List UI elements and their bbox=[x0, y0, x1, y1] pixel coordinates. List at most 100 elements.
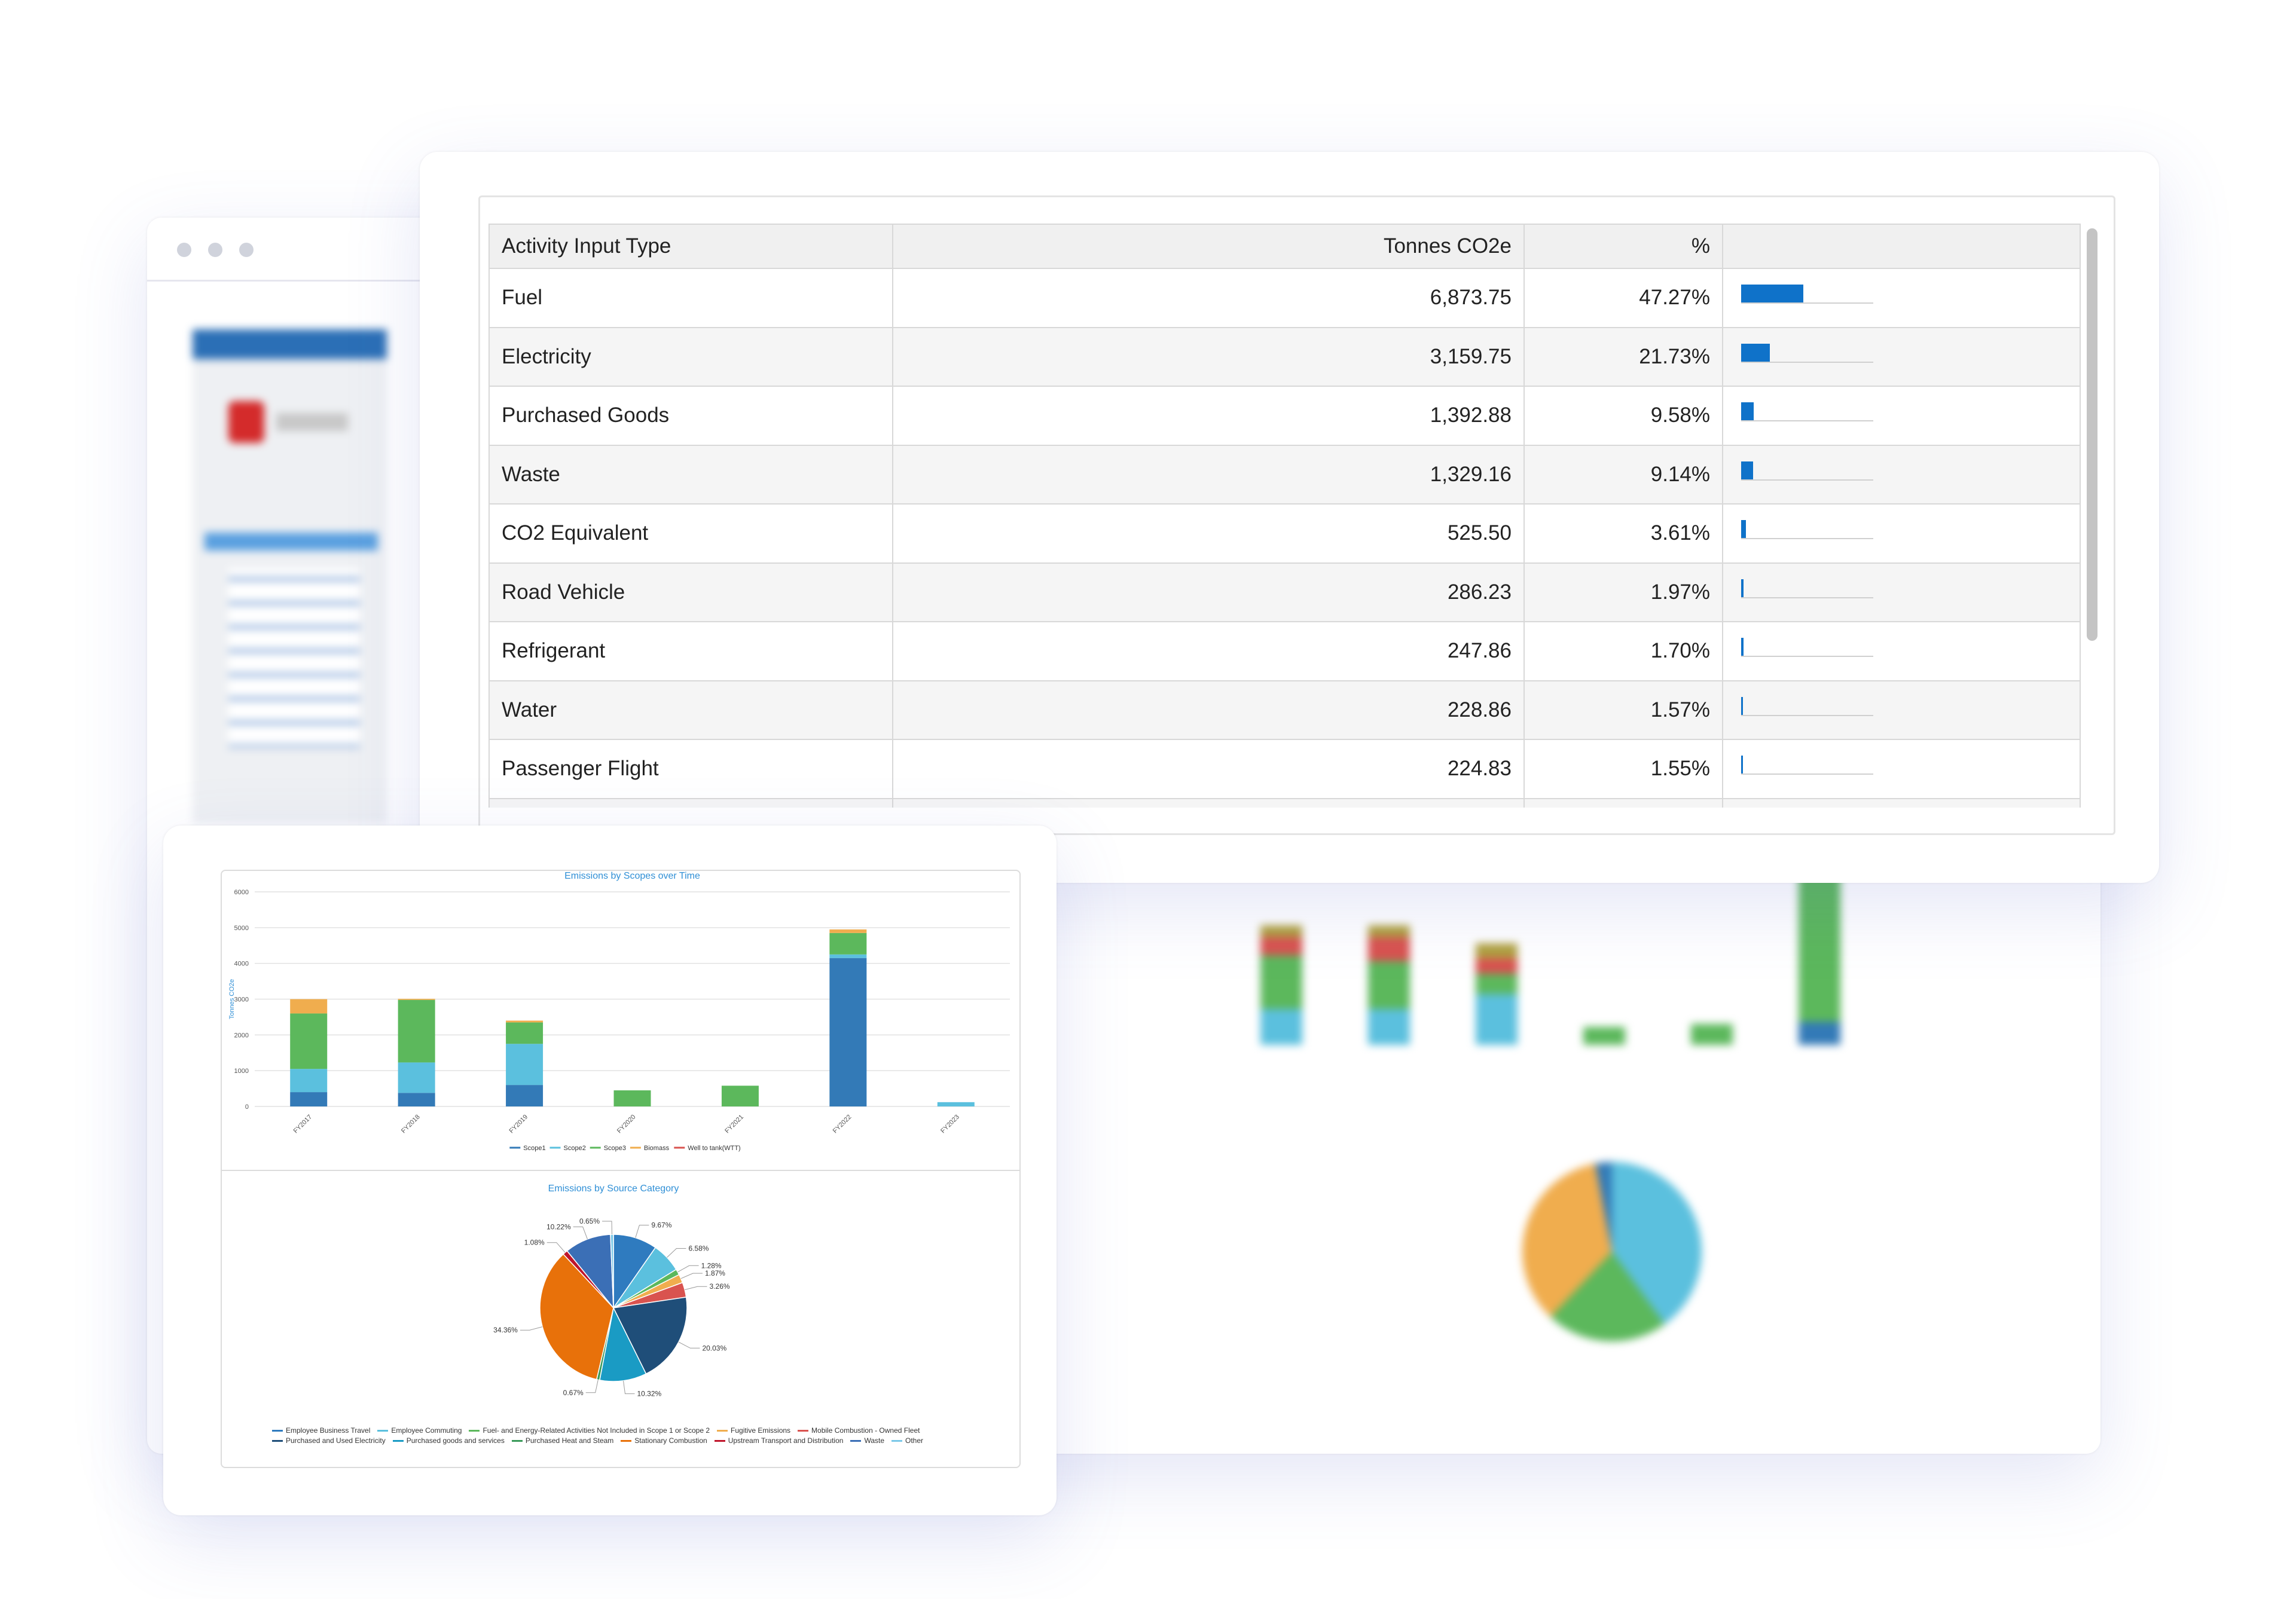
x-tick-label: FY2023 bbox=[939, 1114, 961, 1135]
legend-label: Purchased goods and services bbox=[406, 1436, 505, 1445]
column-header: % bbox=[1525, 225, 1723, 269]
blur-bar bbox=[1583, 1027, 1625, 1045]
y-tick-label: 4000 bbox=[234, 961, 249, 968]
slice-label: 1.08% bbox=[524, 1239, 545, 1247]
activity-type: Road Vehicle bbox=[490, 563, 893, 622]
legend-swatch bbox=[511, 1439, 523, 1442]
tonnes: 286.23 bbox=[893, 563, 1525, 622]
bar-segment bbox=[398, 999, 435, 1063]
percent-bar-cell bbox=[1723, 681, 2081, 740]
bar-segment bbox=[506, 1022, 544, 1044]
label-leader bbox=[635, 1225, 649, 1238]
x-tick-label: FY2018 bbox=[400, 1114, 422, 1135]
bar-segment bbox=[721, 1086, 759, 1106]
slice-label: 1.87% bbox=[705, 1269, 725, 1277]
legend-label: Upstream Transport and Distribution bbox=[728, 1436, 844, 1445]
pie-slice bbox=[613, 1234, 657, 1310]
bar-segment bbox=[290, 1092, 328, 1106]
legend-label: Scope3 bbox=[604, 1145, 626, 1152]
bar-segment bbox=[829, 929, 867, 933]
legend-label: Fugitive Emissions bbox=[731, 1426, 791, 1435]
percent-track bbox=[1741, 756, 1873, 775]
percent-bar-cell bbox=[1723, 328, 2081, 387]
table-frame bbox=[478, 195, 2115, 835]
x-tick-label: FY2021 bbox=[723, 1114, 745, 1135]
bar-segment bbox=[290, 999, 328, 1014]
legend-label: Mobile Combustion - Owned Fleet bbox=[811, 1426, 920, 1435]
bar-segment bbox=[398, 998, 435, 1000]
percent-bar-cell bbox=[1723, 505, 2081, 564]
bar-segment bbox=[829, 958, 867, 1106]
percent-bar bbox=[1741, 520, 1746, 538]
percent: 1.55% bbox=[1525, 740, 1723, 799]
sidebar-header bbox=[193, 329, 387, 359]
y-tick-label: 2000 bbox=[234, 1032, 249, 1039]
legend-swatch bbox=[377, 1429, 389, 1432]
blurred-bar-chart bbox=[1207, 854, 1996, 1111]
activity-type: Passenger Flight bbox=[490, 740, 893, 799]
column-header: Tonnes CO2e bbox=[893, 225, 1525, 269]
activity-type: Fuel bbox=[490, 269, 893, 328]
column-header: Activity Input Type bbox=[490, 225, 893, 269]
bar-segment bbox=[613, 1090, 651, 1106]
percent-bar bbox=[1741, 285, 1804, 302]
y-tick-label: 6000 bbox=[234, 889, 249, 896]
legend-swatch bbox=[272, 1429, 283, 1432]
bar-segment bbox=[506, 1085, 544, 1106]
percent bbox=[1525, 799, 1723, 808]
logo bbox=[228, 401, 264, 443]
percent: 47.27% bbox=[1525, 269, 1723, 328]
blur-bar bbox=[1260, 925, 1302, 1045]
percent: 3.61% bbox=[1525, 505, 1723, 564]
percent-track bbox=[1741, 696, 1873, 716]
legend-label: Employee Commuting bbox=[391, 1426, 462, 1435]
percent-bar-cell bbox=[1723, 445, 2081, 505]
pie-slice bbox=[612, 1297, 688, 1375]
legend-label: Purchased Heat and Steam bbox=[525, 1436, 614, 1445]
percent-bar-cell bbox=[1723, 740, 2081, 799]
tonnes: 6,873.75 bbox=[893, 269, 1525, 328]
window-dot bbox=[208, 243, 222, 257]
tonnes: 228.86 bbox=[893, 681, 1525, 740]
label-leader bbox=[667, 1248, 686, 1258]
blur-bar bbox=[1799, 854, 1840, 1045]
blur-bar bbox=[1691, 1024, 1733, 1045]
percent-bar bbox=[1741, 343, 1770, 362]
pie-legend: Employee Business Travel Employee Commuti… bbox=[272, 1426, 978, 1445]
legend-item: Other bbox=[891, 1436, 923, 1445]
bar-segment bbox=[829, 933, 867, 955]
slice-label: 0.67% bbox=[563, 1389, 584, 1397]
percent: 1.97% bbox=[1525, 563, 1723, 622]
percent-bar bbox=[1741, 638, 1744, 656]
legend-swatch bbox=[891, 1439, 902, 1442]
tonnes: 224.83 bbox=[893, 740, 1525, 799]
percent-bar-cell bbox=[1723, 269, 2081, 328]
percent-bar-cell bbox=[1723, 799, 2081, 808]
tonnes: 3,159.75 bbox=[893, 328, 1525, 387]
percent-track bbox=[1741, 461, 1873, 481]
y-tick-label: 0 bbox=[245, 1103, 249, 1111]
menu-highlight bbox=[204, 533, 378, 551]
legend-swatch bbox=[272, 1439, 283, 1442]
percent-bar-cell bbox=[1723, 387, 2081, 446]
x-tick-label: FY2022 bbox=[832, 1114, 853, 1135]
legend-label: Other bbox=[905, 1436, 924, 1445]
percent-bar bbox=[1741, 756, 1744, 773]
label-leader bbox=[623, 1380, 635, 1395]
percent-bar bbox=[1741, 402, 1754, 420]
y-tick-label: 3000 bbox=[234, 996, 249, 1004]
chart-title: Emissions by Scopes over Time bbox=[564, 871, 700, 881]
x-tick-label: FY2019 bbox=[508, 1114, 529, 1135]
slice-label: 1.28% bbox=[701, 1261, 722, 1270]
percent: 1.57% bbox=[1525, 681, 1723, 740]
legend-label: Purchased and Used Electricity bbox=[286, 1436, 386, 1445]
percent: 1.70% bbox=[1525, 622, 1723, 681]
percent-bar-cell bbox=[1723, 622, 2081, 681]
pie-slice bbox=[566, 1234, 614, 1310]
slice-label: 6.58% bbox=[688, 1244, 709, 1252]
logo-text bbox=[276, 413, 348, 431]
percent: 21.73% bbox=[1525, 328, 1723, 387]
percent-track bbox=[1741, 402, 1873, 421]
activity-type: Waste bbox=[490, 445, 893, 505]
legend-item: Purchased Heat and Steam bbox=[511, 1436, 614, 1445]
